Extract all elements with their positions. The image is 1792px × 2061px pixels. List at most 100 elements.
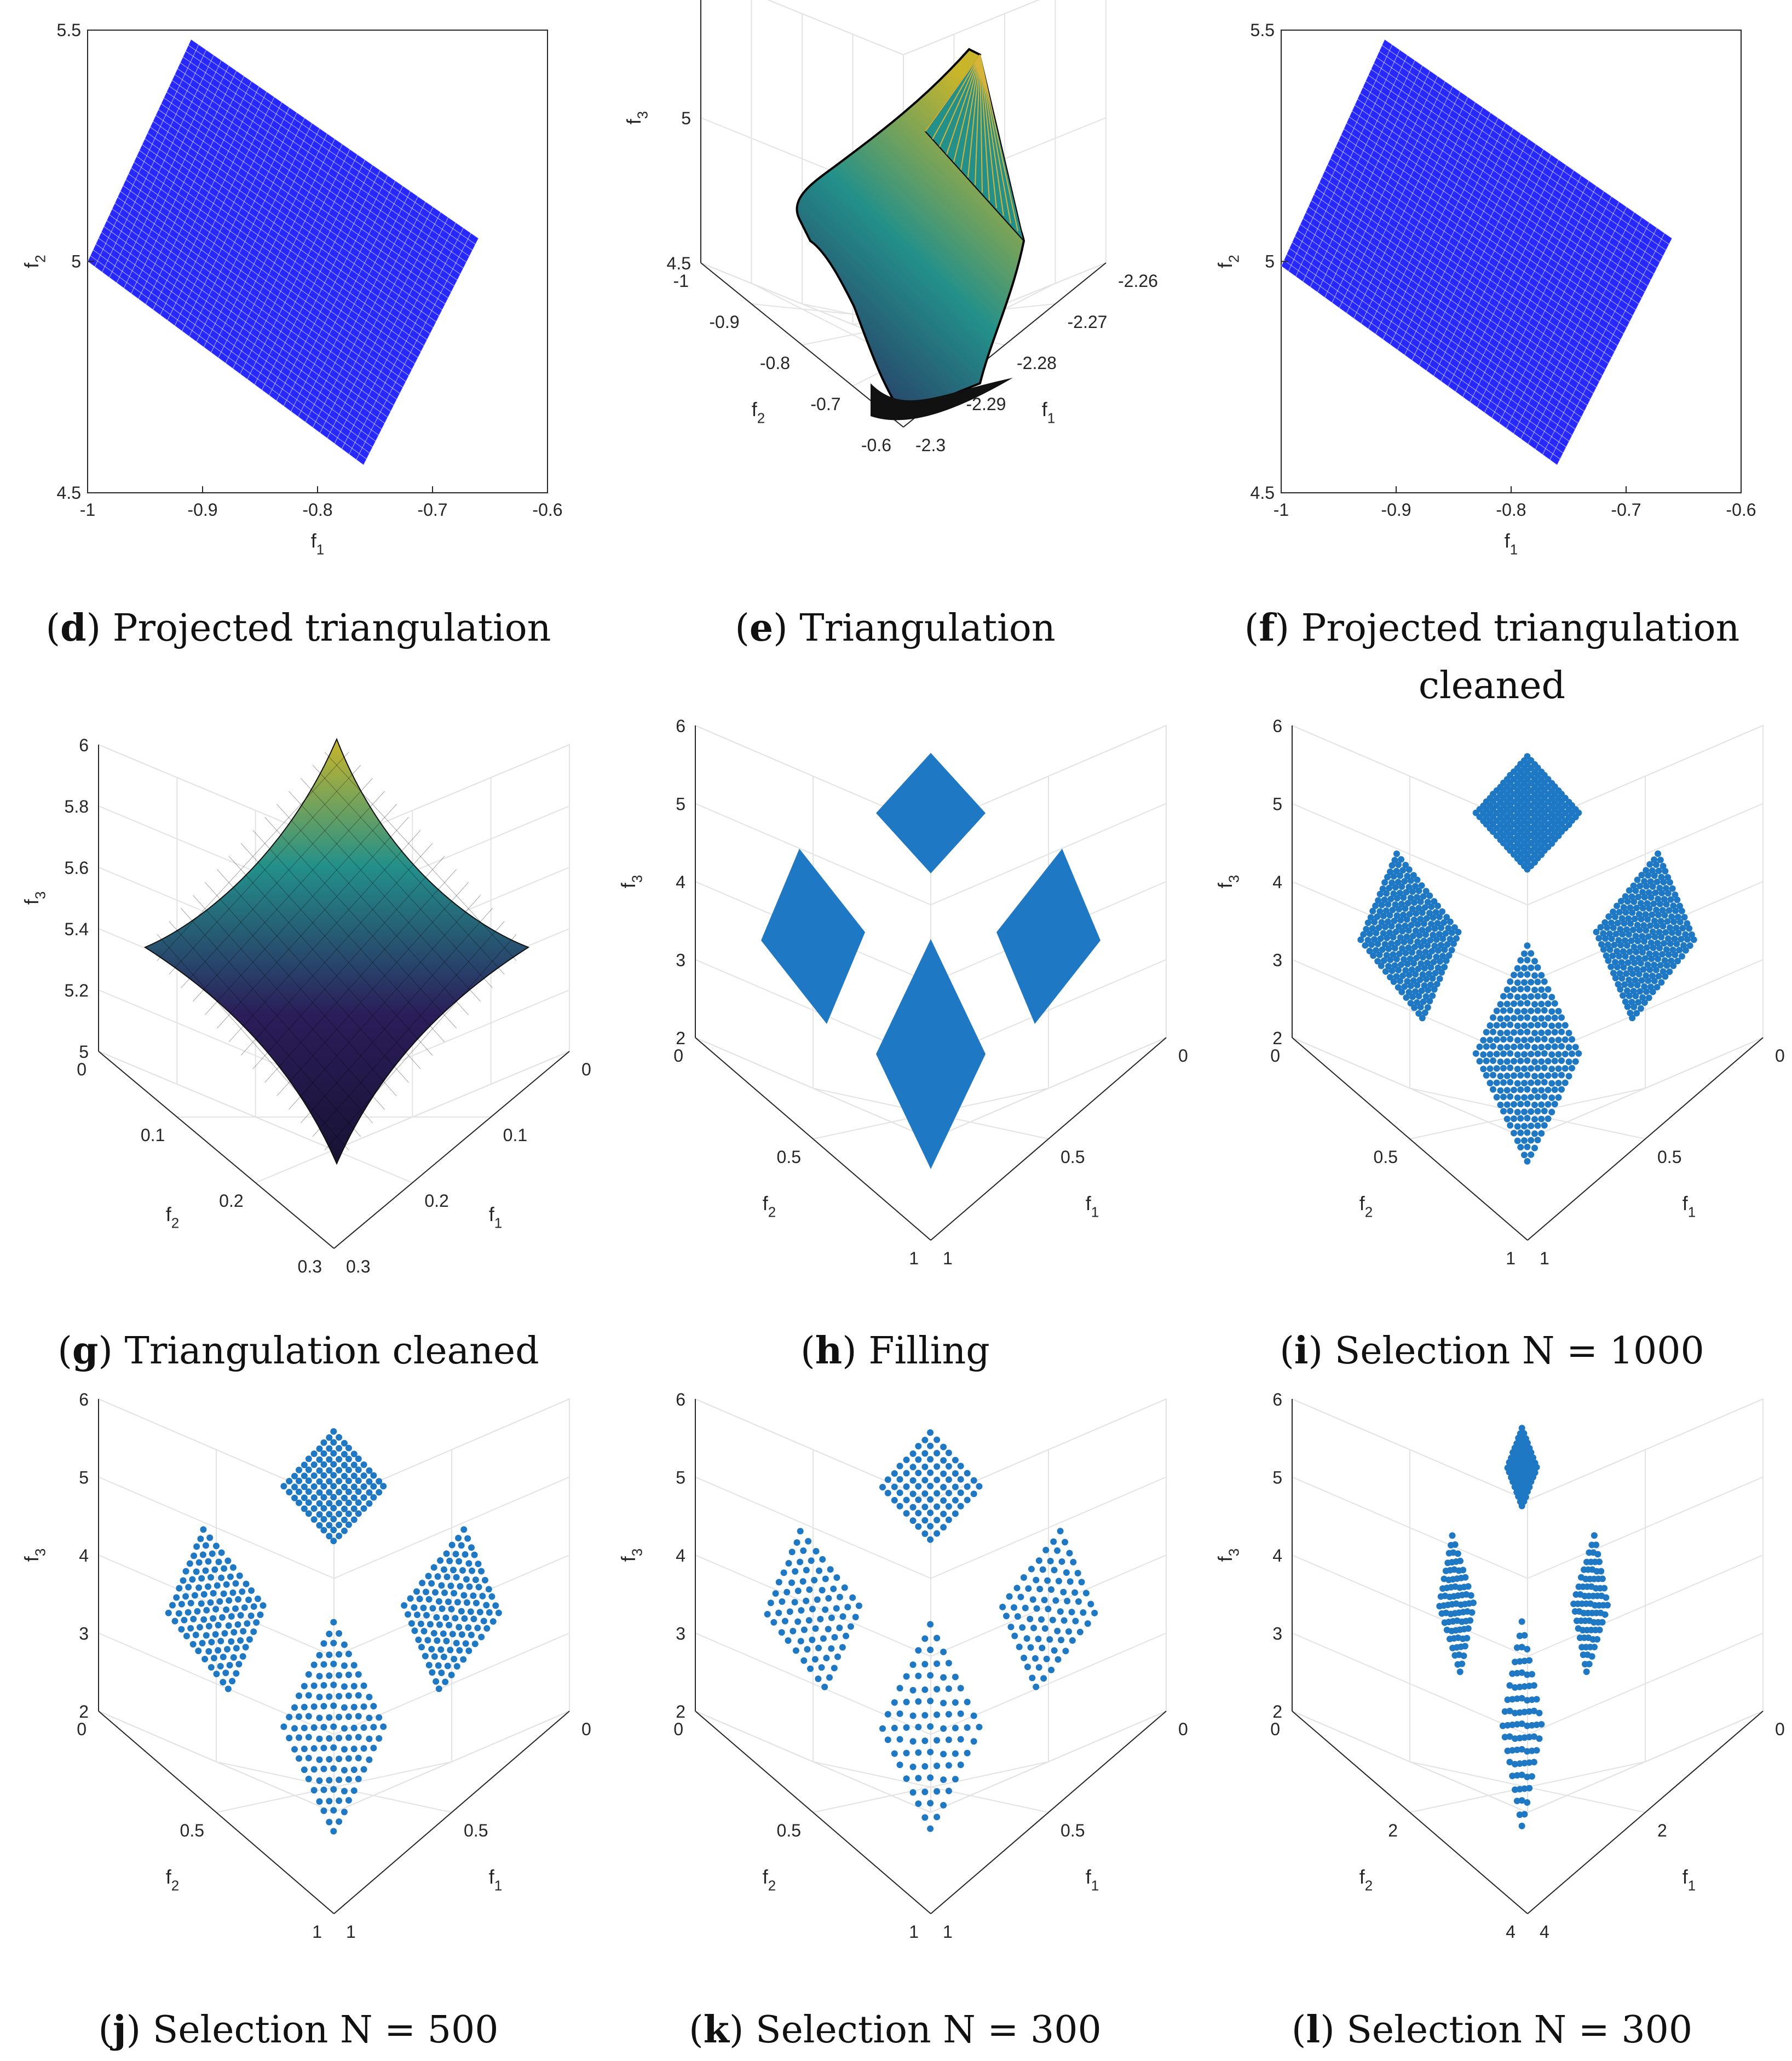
- x-axis-line: [333, 1051, 570, 1249]
- x-axis-line: [333, 1711, 570, 1914]
- point: [1007, 1624, 1015, 1631]
- mesh-line: [181, 778, 373, 988]
- point: [1430, 914, 1437, 921]
- point: [1639, 949, 1646, 956]
- point: [1521, 1785, 1528, 1792]
- y-axis-label-letter: f: [763, 1866, 769, 1888]
- point: [940, 1648, 947, 1655]
- point: [1414, 999, 1421, 1006]
- point: [1501, 1734, 1508, 1741]
- point: [940, 1470, 947, 1477]
- mesh-line-v: [1351, 111, 1637, 310]
- point: [1558, 1014, 1565, 1021]
- point: [1507, 1035, 1514, 1043]
- point: [1509, 1747, 1516, 1754]
- y-axis-line: [1292, 1037, 1528, 1241]
- x-tick-label: 1: [346, 1922, 356, 1942]
- mesh-line-u: [261, 165, 373, 390]
- point: [320, 1682, 327, 1689]
- point: [927, 1496, 934, 1503]
- mesh-line-v: [1335, 146, 1618, 346]
- z-axis-label-letter: f: [617, 882, 639, 888]
- point: [1524, 1697, 1531, 1704]
- point: [1380, 930, 1387, 937]
- point: [1647, 894, 1655, 901]
- point: [1424, 899, 1431, 906]
- point: [475, 1584, 482, 1591]
- point: [1413, 954, 1420, 962]
- point: [1528, 1036, 1535, 1043]
- point: [1591, 1643, 1598, 1650]
- point: [180, 1577, 187, 1584]
- point: [415, 1636, 422, 1643]
- point: [355, 1671, 362, 1678]
- point: [1468, 1609, 1476, 1616]
- x-axis-label: f1: [311, 529, 324, 558]
- point: [806, 1586, 813, 1593]
- point: [1528, 1449, 1535, 1456]
- point: [1638, 977, 1645, 984]
- point: [355, 1510, 362, 1517]
- mesh-line-u: [1520, 212, 1635, 439]
- point: [1534, 1108, 1541, 1115]
- point: [1534, 1050, 1541, 1057]
- point: [1414, 982, 1421, 989]
- point: [1480, 1037, 1487, 1044]
- point: [1507, 978, 1514, 985]
- point: [320, 1765, 327, 1772]
- point: [952, 1496, 959, 1504]
- point: [1661, 957, 1668, 964]
- point: [909, 1789, 917, 1796]
- point: [1639, 905, 1646, 912]
- point: [310, 1703, 318, 1710]
- point: [909, 1517, 917, 1524]
- point: [778, 1629, 785, 1636]
- caption-paren: ): [1275, 607, 1301, 650]
- y-axis-label-text: f2: [20, 255, 49, 268]
- point: [1054, 1547, 1061, 1554]
- point: [1617, 942, 1624, 949]
- point: [423, 1611, 430, 1619]
- point: [220, 1590, 227, 1597]
- point: [1630, 898, 1638, 905]
- point: [203, 1632, 210, 1639]
- point: [1486, 1022, 1494, 1029]
- point: [1499, 1722, 1506, 1729]
- point: [296, 1499, 302, 1506]
- mesh-line: [169, 765, 361, 975]
- point: [434, 1637, 441, 1644]
- point: [957, 1463, 964, 1470]
- point: [310, 1516, 318, 1523]
- point: [839, 1613, 846, 1620]
- point: [1511, 1015, 1517, 1022]
- point: [1531, 986, 1538, 993]
- point: [320, 1527, 327, 1534]
- fan-line: [979, 54, 1018, 232]
- point: [927, 1748, 934, 1755]
- point: [1534, 1136, 1541, 1143]
- point: [1517, 1043, 1524, 1050]
- point: [479, 1593, 486, 1599]
- point: [1503, 1000, 1511, 1008]
- point: [416, 1596, 423, 1603]
- x-tick-label: 0.3: [346, 1257, 370, 1276]
- point: [1621, 920, 1628, 927]
- point: [1444, 941, 1451, 948]
- point: [903, 1724, 910, 1731]
- x-axis-label-sub: 1: [494, 1879, 502, 1894]
- point: [1538, 1101, 1545, 1108]
- point: [1514, 1094, 1521, 1101]
- point: [341, 1450, 348, 1458]
- point: [927, 1456, 934, 1463]
- point: [1633, 965, 1640, 972]
- point: [462, 1640, 469, 1647]
- x-tick-label: -2.27: [1068, 312, 1108, 332]
- mesh-line-v: [1359, 93, 1645, 292]
- mesh-line-u: [1528, 217, 1643, 445]
- x-axis-line: [930, 1037, 1167, 1241]
- y-tick-label: 0.1: [141, 1125, 165, 1145]
- point: [1082, 1590, 1090, 1597]
- point: [879, 1483, 886, 1490]
- mesh-line-v: [1362, 87, 1649, 286]
